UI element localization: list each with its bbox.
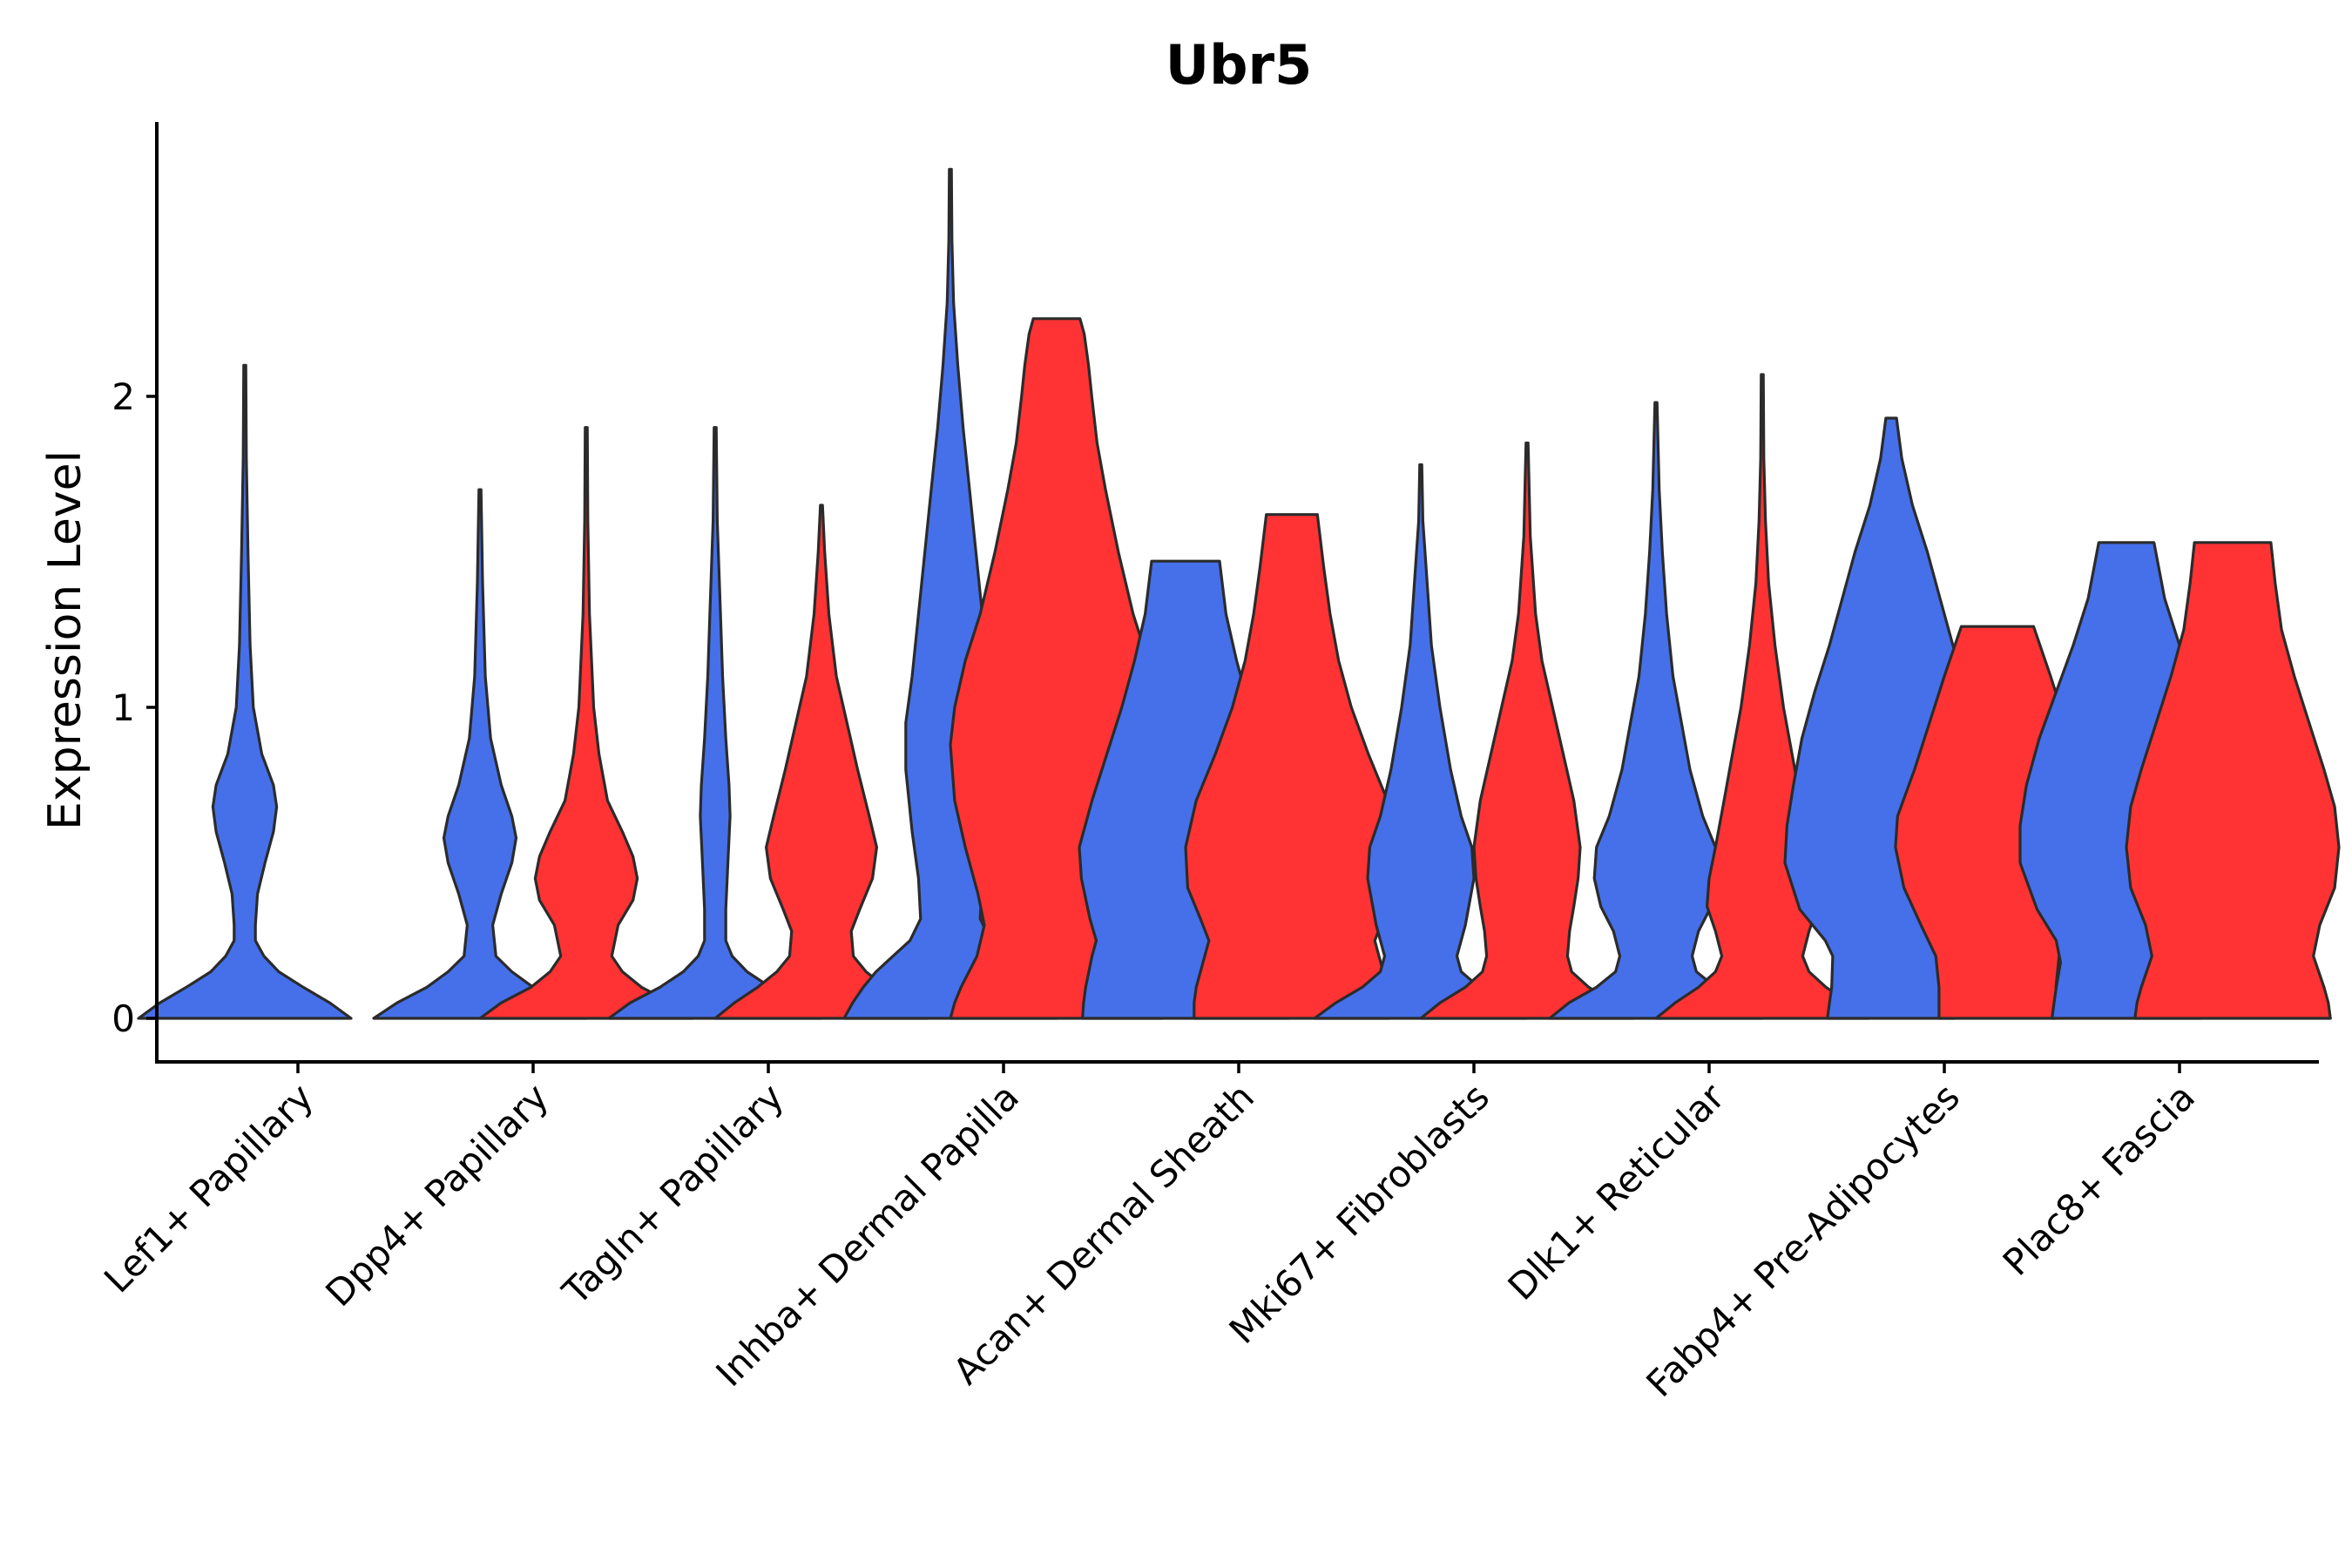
y-axis-label: Expression Level	[39, 450, 91, 830]
y-tick-label: 1	[112, 686, 135, 729]
y-ticks: 0 1 2	[112, 375, 157, 1040]
x-tick-label: Lef1+ Papillary	[96, 1075, 321, 1301]
x-tick-label: Mki67+ Fibroblasts	[1221, 1075, 1497, 1351]
violin-1	[137, 363, 353, 1020]
violin-5	[713, 504, 929, 1020]
y-tick-label: 0	[112, 997, 135, 1040]
x-tick-label: Plac8+ Fascia	[1995, 1075, 2203, 1283]
x-tick-label: Tagln+ Papillary	[554, 1075, 792, 1313]
chart-title: Ubr5	[1166, 33, 1312, 97]
x-tick-label: Dlk1+ Reticular	[1500, 1075, 1734, 1308]
violin-11	[1419, 441, 1635, 1020]
violin-2	[372, 488, 588, 1020]
violin-4	[607, 426, 823, 1020]
violin-12	[1548, 401, 1764, 1020]
violin-17	[2125, 541, 2341, 1020]
y-tick-label: 2	[112, 375, 135, 418]
violin-10	[1313, 463, 1529, 1020]
violin-3	[478, 426, 694, 1020]
x-tick-label: Dpp4+ Papillary	[317, 1075, 557, 1315]
violin-group	[137, 167, 2341, 1020]
